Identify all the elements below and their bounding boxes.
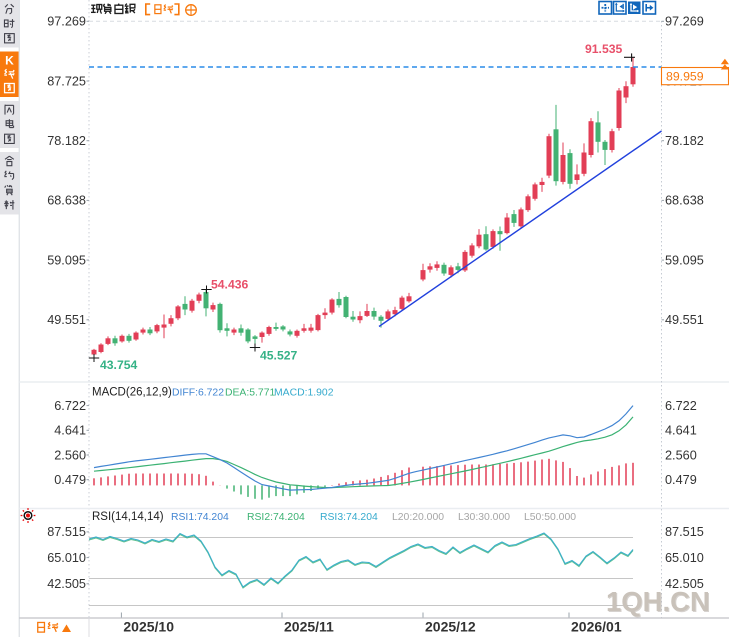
svg-text:2025/12: 2025/12 <box>425 619 476 635</box>
svg-text:RSI(14,14,14): RSI(14,14,14) <box>92 511 164 523</box>
svg-text:78.182: 78.182 <box>47 134 86 148</box>
svg-text:65.010: 65.010 <box>47 551 86 565</box>
svg-text:54.436: 54.436 <box>211 278 248 292</box>
svg-text:49.551: 49.551 <box>47 313 86 327</box>
svg-text:2025/11: 2025/11 <box>284 619 334 635</box>
svg-text:L20:20.000: L20:20.000 <box>392 512 444 523</box>
svg-text:68.638: 68.638 <box>47 194 86 208</box>
svg-text:4.641: 4.641 <box>54 424 86 438</box>
svg-text:42.505: 42.505 <box>47 577 86 591</box>
svg-text:6.722: 6.722 <box>665 399 697 413</box>
svg-text:1QH.CN: 1QH.CN <box>607 587 711 618</box>
svg-text:2026/01: 2026/01 <box>571 619 622 635</box>
svg-text:RSI2:74.204: RSI2:74.204 <box>247 512 305 523</box>
svg-text:L30:30.000: L30:30.000 <box>458 512 510 523</box>
svg-text:2025/10: 2025/10 <box>123 619 174 635</box>
svg-text:59.095: 59.095 <box>665 253 704 267</box>
svg-text:RSI1:74.204: RSI1:74.204 <box>171 512 229 523</box>
svg-text:97.269: 97.269 <box>47 15 86 29</box>
svg-text:1QH.CN: 1QH.CN <box>606 586 710 617</box>
svg-text:87.515: 87.515 <box>47 525 86 539</box>
svg-text:91.535: 91.535 <box>585 42 622 56</box>
svg-text:MACD:1.902: MACD:1.902 <box>274 388 334 399</box>
svg-text:78.182: 78.182 <box>665 134 704 148</box>
svg-text:K: K <box>5 54 14 68</box>
svg-text:43.754: 43.754 <box>100 358 137 372</box>
svg-text:87.515: 87.515 <box>665 525 704 539</box>
svg-text:65.010: 65.010 <box>665 551 704 565</box>
svg-text:MACD(26,12,9): MACD(26,12,9) <box>92 387 172 399</box>
svg-text:59.095: 59.095 <box>47 253 86 267</box>
svg-text:6.722: 6.722 <box>54 399 86 413</box>
svg-text:DIFF:6.722: DIFF:6.722 <box>172 388 224 399</box>
svg-text:89.959: 89.959 <box>666 70 704 84</box>
svg-text:97.269: 97.269 <box>665 15 704 29</box>
svg-text:42.505: 42.505 <box>665 577 704 591</box>
svg-text:0.479: 0.479 <box>54 473 86 487</box>
svg-text:87.725: 87.725 <box>47 74 86 88</box>
svg-text:2.560: 2.560 <box>665 448 697 462</box>
svg-text:45.527: 45.527 <box>260 349 297 363</box>
svg-text:4.641: 4.641 <box>665 424 697 438</box>
svg-text:2.560: 2.560 <box>54 448 86 462</box>
svg-text:0.479: 0.479 <box>665 473 697 487</box>
svg-text:49.551: 49.551 <box>665 313 704 327</box>
svg-text:DEA:5.771: DEA:5.771 <box>225 388 275 399</box>
svg-text:RSI3:74.204: RSI3:74.204 <box>320 512 378 523</box>
svg-text:L50:50.000: L50:50.000 <box>524 512 576 523</box>
svg-text:68.638: 68.638 <box>665 194 704 208</box>
